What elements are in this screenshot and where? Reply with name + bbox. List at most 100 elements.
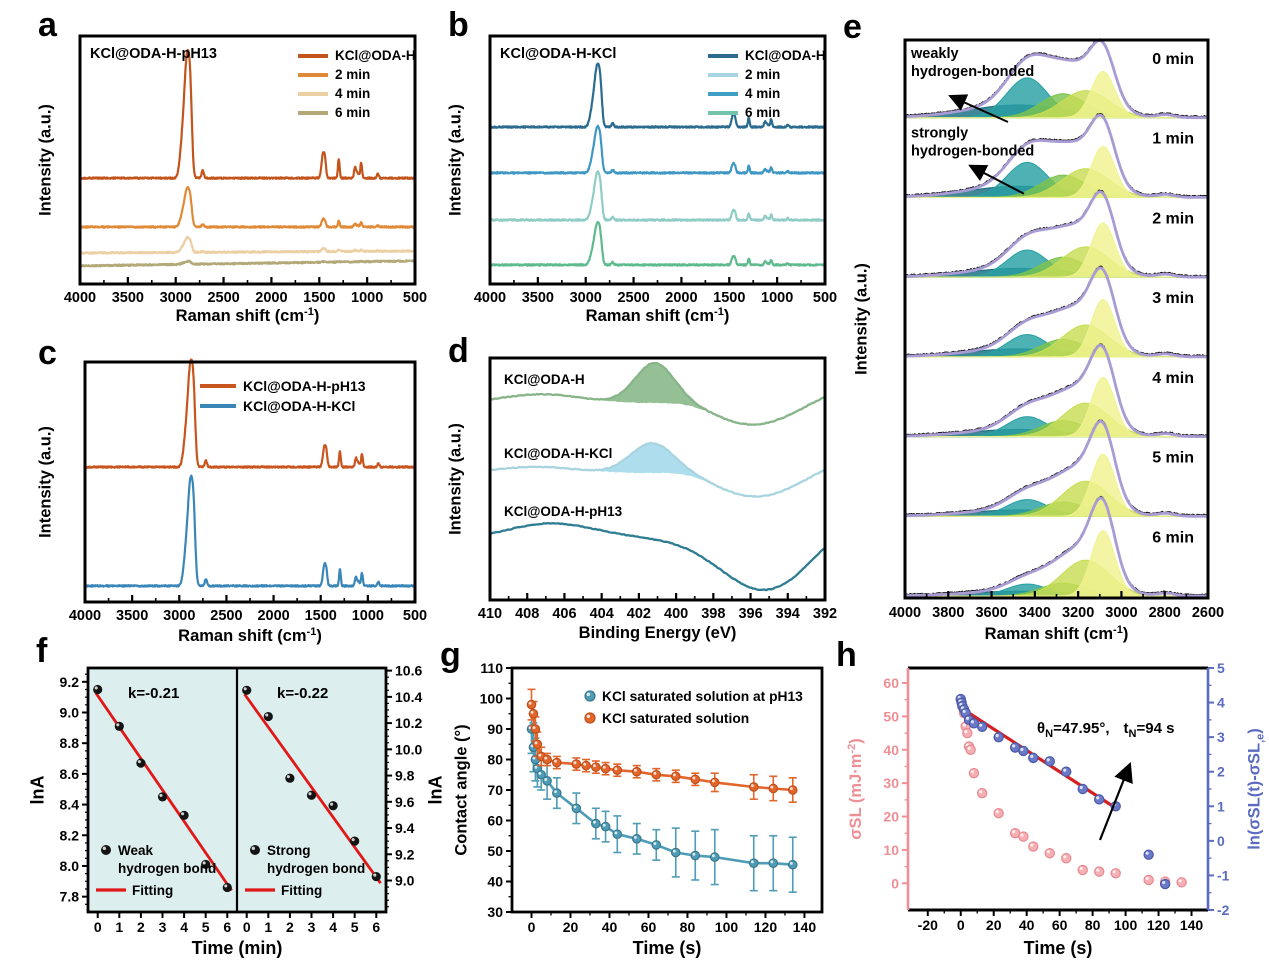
envelope-line xyxy=(903,344,1210,438)
legend-item: 4 min xyxy=(708,86,826,101)
svg-text:Fitting: Fitting xyxy=(132,883,173,898)
legend-label: KCl@ODA-H-KCl xyxy=(243,398,356,414)
legend-swatch xyxy=(298,72,328,77)
legend-label: 6 min xyxy=(745,105,781,120)
svg-text:5: 5 xyxy=(351,919,359,935)
svg-text:10.0: 10.0 xyxy=(395,741,422,757)
svg-text:110: 110 xyxy=(480,660,503,676)
svg-text:3000: 3000 xyxy=(1105,605,1137,621)
envelope-line xyxy=(903,39,1210,120)
svg-text:4: 4 xyxy=(180,919,188,935)
legend-swatch xyxy=(298,110,328,115)
svg-text:weakly: weakly xyxy=(910,46,959,62)
svg-text:410: 410 xyxy=(478,606,502,622)
panel-a-letter: a xyxy=(38,6,57,44)
strong-arrow xyxy=(968,164,1025,195)
legend-label: KCl@ODA-H xyxy=(335,48,416,63)
svg-text:4: 4 xyxy=(329,919,337,935)
legend-item: 6 min xyxy=(708,105,826,120)
panel-b-title: KCl@ODA-H-KCl xyxy=(500,46,617,62)
svg-text:9.8: 9.8 xyxy=(395,768,415,784)
svg-text:1: 1 xyxy=(115,919,123,935)
panel-a: a 4000 3500 3000 2500 2000 1500 1000 500 KCl@OD… xyxy=(30,6,440,332)
raman-series xyxy=(78,185,417,229)
panel-f-letter: f xyxy=(36,632,48,670)
svg-text:0: 0 xyxy=(528,919,536,935)
panel-c-legend: KCl@ODA-H-pH13 KCl@ODA-H-KCl xyxy=(200,378,366,414)
svg-text:0: 0 xyxy=(957,917,965,933)
svg-text:9.0: 9.0 xyxy=(395,873,415,889)
panel-b: b 4000 3500 3000 2500 2000 1500 1000 500 KCl@OD… xyxy=(440,6,850,332)
svg-text:8.0: 8.0 xyxy=(60,858,80,874)
panel-a-yaxis-title: Intensity (a.u.) xyxy=(36,104,55,216)
svg-text:4000: 4000 xyxy=(889,605,921,621)
svg-text:1500: 1500 xyxy=(305,608,337,624)
svg-text:3400: 3400 xyxy=(1019,605,1051,621)
svg-text:1500: 1500 xyxy=(303,290,335,306)
panel-b-yaxis-title: Intensity (a.u.) xyxy=(446,104,465,216)
svg-text:2 min: 2 min xyxy=(1152,210,1194,227)
panel-d: d KCl@ODA-H KCl@ODA-H-KCl KCl@ODA-H-pH13 41… xyxy=(440,334,850,664)
svg-text:400: 400 xyxy=(664,606,688,622)
panel-e-yaxis-title: Intensity (a.u.) xyxy=(852,263,871,375)
svg-text:2800: 2800 xyxy=(1149,605,1181,621)
legend-swatch xyxy=(298,91,328,96)
svg-text:40: 40 xyxy=(1019,917,1035,933)
panel-a-legend: KCl@ODA-H 2 min 4 min 6 min xyxy=(298,48,416,120)
panel-g-yaxis-title: Contact angle (°) xyxy=(452,724,471,856)
panel-e-xaxis-title: Raman shift (cm-1) xyxy=(984,624,1129,643)
panel-h-yaxis-title-left: σSL (mJ·m-2) xyxy=(846,738,865,840)
svg-text:2: 2 xyxy=(286,919,294,935)
raman-series xyxy=(488,220,827,267)
svg-text:4: 4 xyxy=(1217,695,1225,711)
svg-text:k=-0.21: k=-0.21 xyxy=(128,685,179,702)
svg-text:5: 5 xyxy=(1217,660,1225,676)
svg-text:20: 20 xyxy=(883,809,899,825)
svg-text:8.8: 8.8 xyxy=(60,735,80,751)
xps-curve xyxy=(488,441,827,498)
svg-text:60: 60 xyxy=(641,919,657,935)
svg-text:100: 100 xyxy=(715,919,739,935)
envelope-line xyxy=(903,113,1210,199)
envelope-line xyxy=(903,190,1210,279)
panel-d-xaxis-title: Binding Energy (eV) xyxy=(578,624,737,642)
panel-h: h -20 0 20 40 60 80 100 120 140 0 10 20 30 40 50 60 -2 -1… xyxy=(832,632,1269,968)
legend-label: 4 min xyxy=(745,86,781,101)
svg-text:8.2: 8.2 xyxy=(60,827,80,843)
fit-component-main-peak xyxy=(904,145,1209,198)
raman-series xyxy=(78,49,417,180)
svg-text:30: 30 xyxy=(883,775,899,791)
svg-text:0 min: 0 min xyxy=(1152,51,1194,68)
svg-text:4000: 4000 xyxy=(474,290,506,306)
fit-component-main-peak xyxy=(904,453,1209,517)
legend-item: KCl@ODA-H xyxy=(708,48,826,63)
panel-e-plot: 0 min 1 min 2 min 3 min 4 min 5 min 6 min weakl… xyxy=(889,38,1224,621)
legend-label: 4 min xyxy=(335,86,371,101)
svg-text:398: 398 xyxy=(701,606,725,622)
svg-text:20: 20 xyxy=(986,917,1002,933)
panel-c: c 4000 3500 3000 2500 2000 1500 1000 500 KCl@OD… xyxy=(30,334,440,664)
svg-text:3: 3 xyxy=(1217,729,1225,745)
legend-item: KCl@ODA-H xyxy=(298,48,416,63)
fit-component-main-peak xyxy=(904,377,1209,438)
svg-text:2600: 2600 xyxy=(1192,605,1224,621)
panel-h-xaxis-title: Time (s) xyxy=(1023,938,1093,958)
legend-label: KCl@ODA-H-pH13 xyxy=(243,378,366,394)
xps-curve xyxy=(488,521,827,592)
legend-swatch xyxy=(708,91,738,96)
svg-text:394: 394 xyxy=(776,606,800,622)
svg-text:40: 40 xyxy=(883,742,899,758)
svg-text:1000: 1000 xyxy=(352,608,384,624)
svg-text:5 min: 5 min xyxy=(1152,450,1194,467)
legend-label: 2 min xyxy=(335,67,371,82)
panel-g: g KCl saturated solution at pH13 KCl satu… xyxy=(436,632,836,968)
panel-h-plot: -20 0 20 40 60 80 100 120 140 0 10 20 30 40 50 60 -2 -1 0 1… xyxy=(883,660,1229,933)
svg-text:10: 10 xyxy=(883,842,899,858)
svg-text:100: 100 xyxy=(480,691,504,707)
svg-text:100: 100 xyxy=(1114,917,1138,933)
svg-text:3: 3 xyxy=(308,919,316,935)
svg-text:2500: 2500 xyxy=(617,290,649,306)
svg-text:8.6: 8.6 xyxy=(60,766,80,782)
